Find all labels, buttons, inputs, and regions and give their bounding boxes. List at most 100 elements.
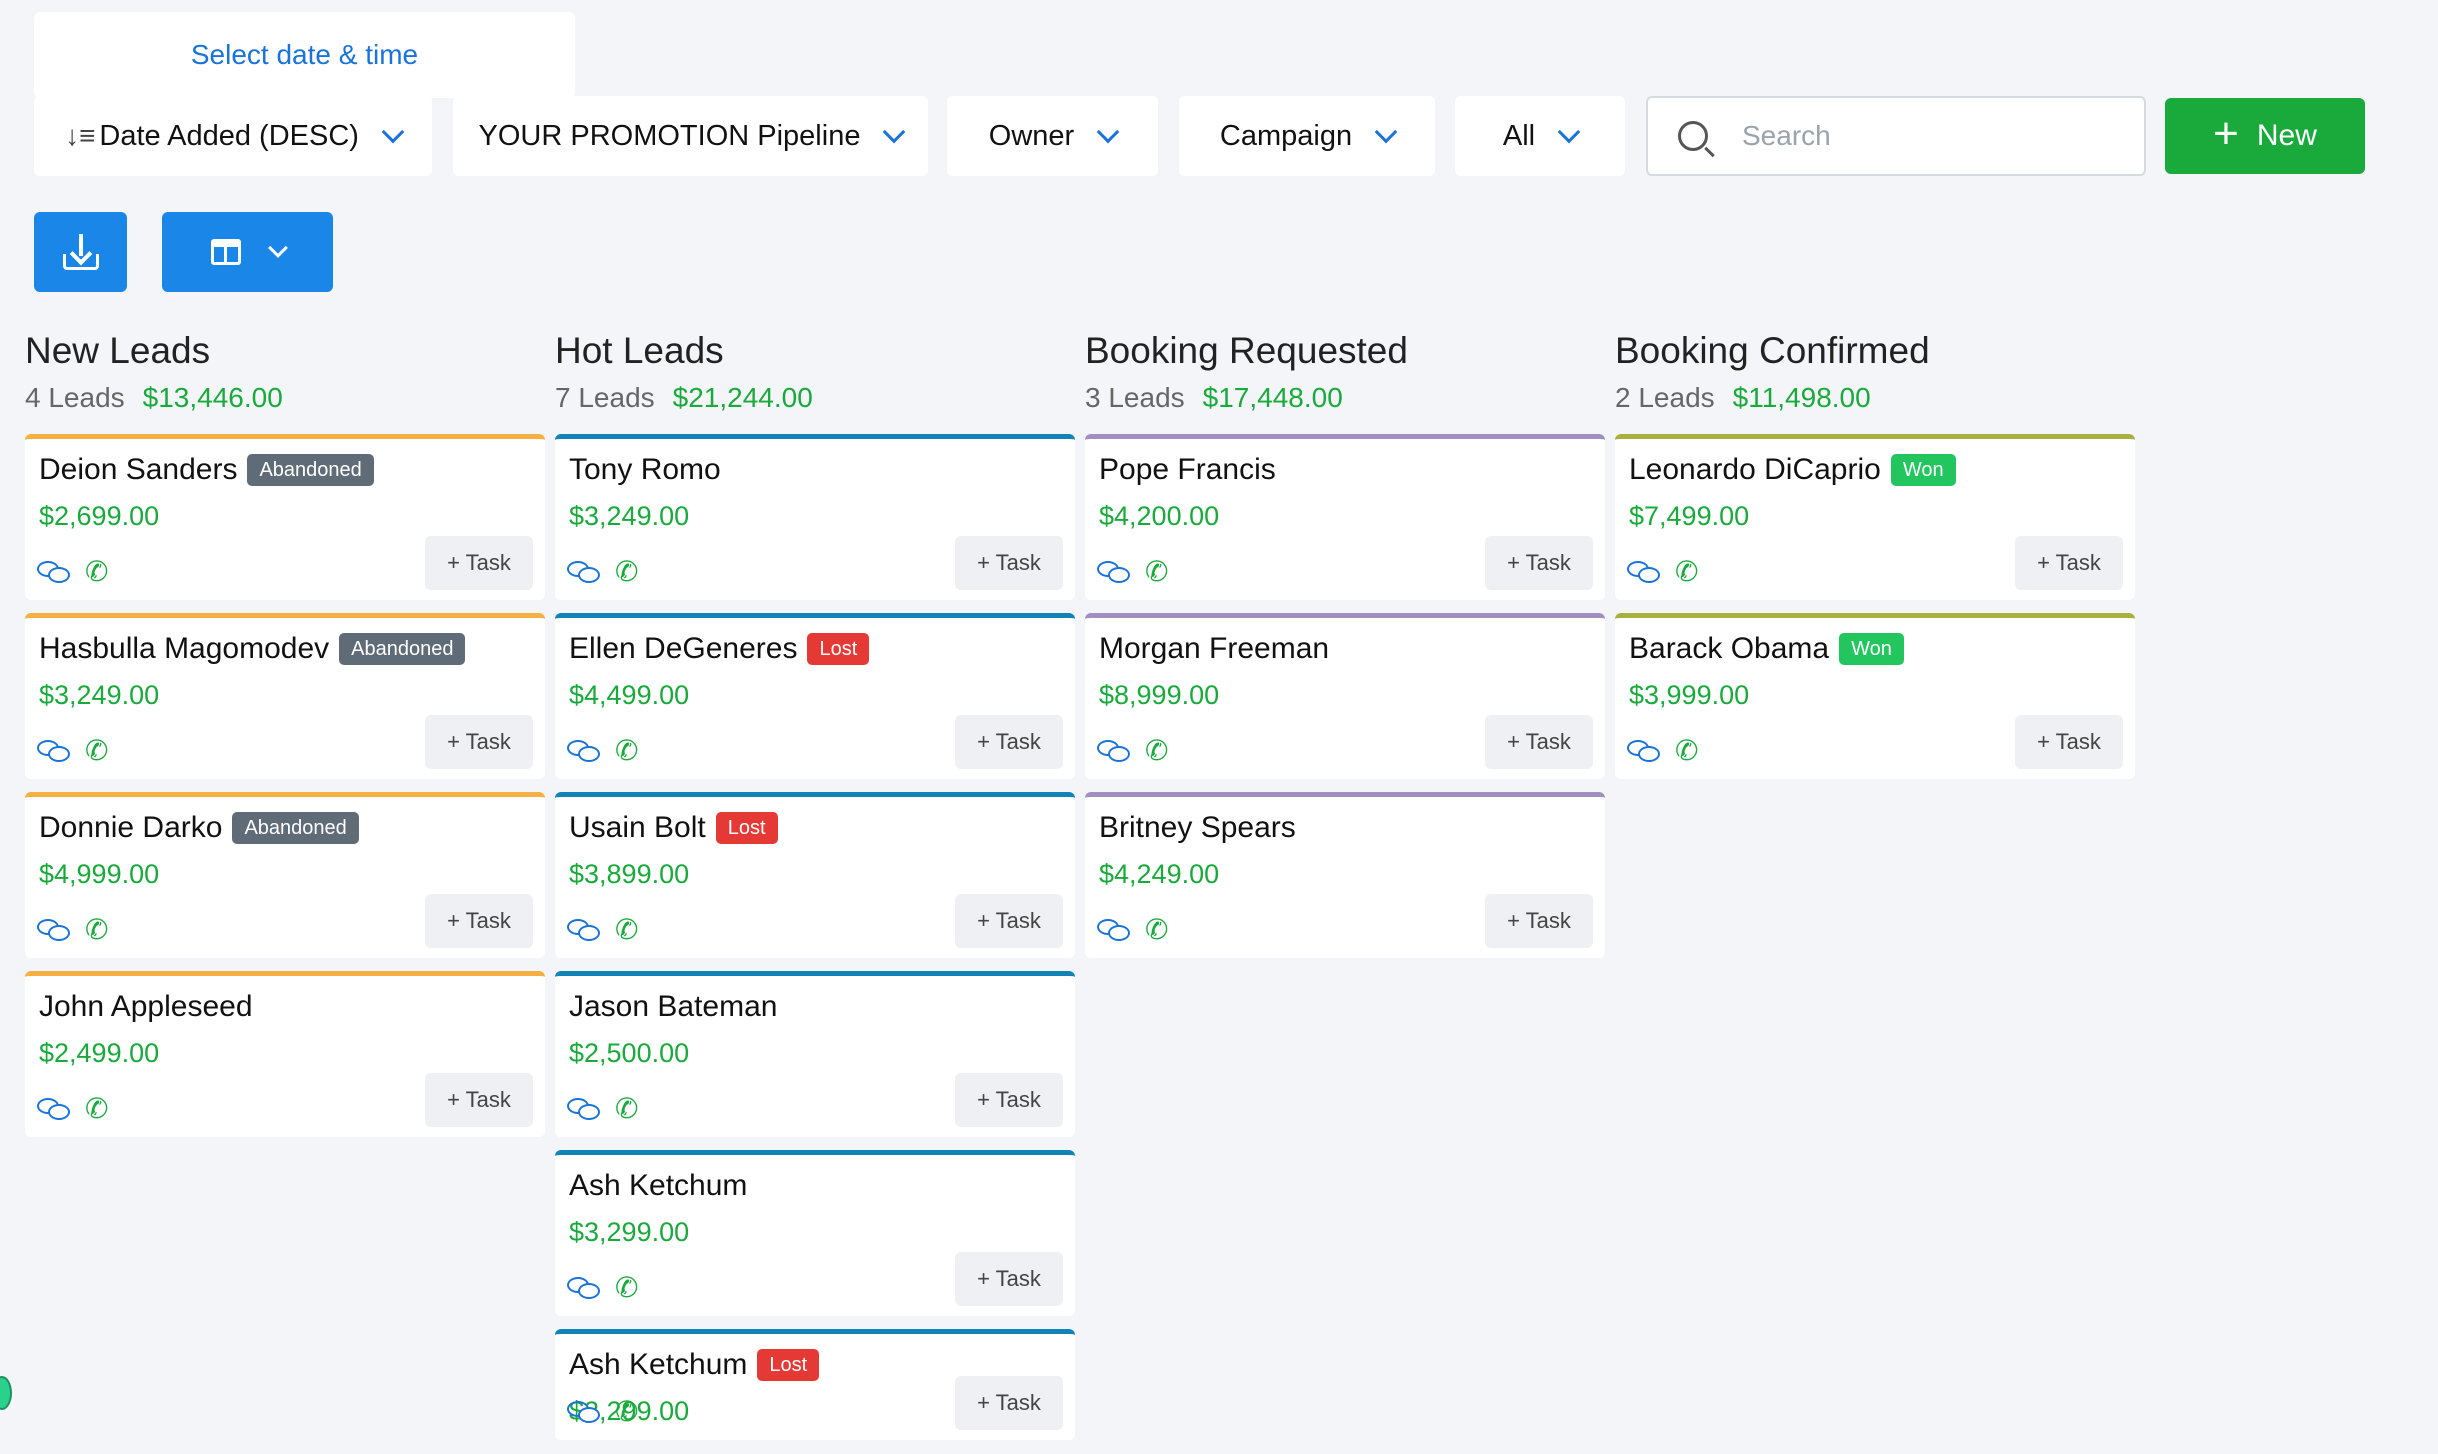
chat-icon[interactable] [567,1096,601,1122]
phone-icon[interactable]: ✆ [85,1093,109,1124]
lead-name[interactable]: Tony Romo [569,453,721,486]
phone-icon[interactable]: ✆ [615,1272,639,1303]
phone-icon[interactable]: ✆ [1145,914,1169,945]
chat-icon[interactable] [567,738,601,764]
add-task-button[interactable]: + Task [425,536,533,590]
phone-icon[interactable]: ✆ [1145,735,1169,766]
phone-icon[interactable]: ✆ [85,914,109,945]
chat-icon[interactable] [1097,559,1131,585]
lead-card[interactable]: Ellen DeGeneres Lost $4,499.00 ✆ + Task [555,613,1075,779]
add-task-button[interactable]: + Task [1485,536,1593,590]
lead-value: $2,699.00 [39,501,160,531]
phone-icon[interactable]: ✆ [1145,556,1169,587]
chat-icon[interactable] [1627,738,1661,764]
date-time-picker[interactable]: Select date & time [34,12,575,98]
phone-icon[interactable]: ✆ [615,914,639,945]
status-badge: Won [1890,454,1956,486]
download-button[interactable] [34,212,127,292]
lead-name[interactable]: Usain Bolt [569,811,706,844]
lead-card[interactable]: John Appleseed $2,499.00 ✆ + Task [25,971,545,1137]
chat-icon[interactable] [567,917,601,943]
add-task-button[interactable]: + Task [425,715,533,769]
phone-icon[interactable]: ✆ [85,735,109,766]
add-task-button[interactable]: + Task [955,894,1063,948]
column-lead-count: 3 Leads [1085,382,1185,413]
phone-icon[interactable]: ✆ [615,556,639,587]
search-box[interactable] [1646,96,2146,176]
add-task-button[interactable]: + Task [955,1073,1063,1127]
lead-card[interactable]: Jason Bateman $2,500.00 ✆ + Task [555,971,1075,1137]
lead-card[interactable]: Britney Spears $4,249.00 ✆ + Task [1085,792,1605,958]
chat-icon[interactable] [567,1399,601,1425]
search-input[interactable] [1742,120,2122,152]
lead-card[interactable]: Deion Sanders Abandoned $2,699.00 ✆ + Task [25,434,545,600]
lead-name[interactable]: Leonardo DiCaprio [1629,453,1881,486]
chat-icon[interactable] [567,1275,601,1301]
lead-card[interactable]: Donnie Darko Abandoned $4,999.00 ✆ + Task [25,792,545,958]
lead-value: $4,200.00 [1099,501,1220,531]
lead-name[interactable]: Jason Bateman [569,990,778,1023]
lead-value: $2,500.00 [569,1038,690,1068]
column-summary: 7 Leads $21,244.00 [555,382,1075,428]
lead-card[interactable]: Barack Obama Won $3,999.00 ✆ + Task [1615,613,2135,779]
lead-name[interactable]: Morgan Freeman [1099,632,1330,665]
lead-name[interactable]: Barack Obama [1629,632,1830,665]
phone-icon[interactable]: ✆ [615,735,639,766]
add-task-button[interactable]: + Task [1485,715,1593,769]
chat-icon[interactable] [37,738,71,764]
add-task-button[interactable]: + Task [955,715,1063,769]
lead-name[interactable]: Ash Ketchum [569,1169,748,1202]
chat-widget-icon[interactable] [0,1376,12,1410]
chat-icon[interactable] [1627,559,1661,585]
phone-icon[interactable]: ✆ [1675,735,1699,766]
lead-name[interactable]: Donnie Darko [39,811,223,844]
column-title: New Leads [25,330,211,371]
column-summary: 2 Leads $11,498.00 [1615,382,2135,428]
lead-name[interactable]: Ash Ketchum [569,1348,748,1381]
campaign-dropdown[interactable]: Campaign [1179,96,1435,176]
owner-dropdown[interactable]: Owner [947,96,1158,176]
status-dropdown[interactable]: All [1455,96,1625,176]
phone-icon[interactable]: ✆ [615,1396,639,1427]
add-task-button[interactable]: + Task [1485,894,1593,948]
lead-name[interactable]: Britney Spears [1099,811,1296,844]
lead-card[interactable]: Ash Ketchum Lost $2,299.00 ✆ + Task [555,1329,1075,1440]
add-task-button[interactable]: + Task [425,894,533,948]
chat-icon[interactable] [1097,738,1131,764]
lead-name[interactable]: Pope Francis [1099,453,1276,486]
lead-card[interactable]: Usain Bolt Lost $3,899.00 ✆ + Task [555,792,1075,958]
add-task-button[interactable]: + Task [955,536,1063,590]
sort-dropdown[interactable]: ↓≡ Date Added (DESC) [34,96,432,176]
add-task-button[interactable]: + Task [2015,715,2123,769]
add-task-button[interactable]: + Task [955,1376,1063,1430]
phone-icon[interactable]: ✆ [85,556,109,587]
view-layout-dropdown[interactable] [162,212,333,292]
chat-icon[interactable] [37,1096,71,1122]
lead-card[interactable]: Leonardo DiCaprio Won $7,499.00 ✆ + Task [1615,434,2135,600]
chat-icon[interactable] [567,559,601,585]
chat-icon[interactable] [37,917,71,943]
add-task-button[interactable]: + Task [955,1252,1063,1306]
add-task-button[interactable]: + Task [425,1073,533,1127]
chat-icon[interactable] [1097,917,1131,943]
column-title: Hot Leads [555,330,724,371]
column-total-amount: $13,446.00 [142,382,283,413]
search-icon [1678,121,1708,151]
lead-card[interactable]: Morgan Freeman $8,999.00 ✆ + Task [1085,613,1605,779]
pipeline-dropdown[interactable]: YOUR PROMOTION Pipeline [453,96,928,176]
add-task-button[interactable]: + Task [2015,536,2123,590]
sort-dropdown-label: Date Added (DESC) [99,119,359,152]
lead-name[interactable]: Ellen DeGeneres [569,632,798,665]
phone-icon[interactable]: ✆ [615,1093,639,1124]
lead-name[interactable]: Hasbulla Magomodev [39,632,330,665]
lead-card[interactable]: Tony Romo $3,249.00 ✆ + Task [555,434,1075,600]
phone-icon[interactable]: ✆ [1675,556,1699,587]
status-badge: Won [1839,633,1904,665]
lead-card[interactable]: Ash Ketchum $3,299.00 ✆ + Task [555,1150,1075,1316]
new-lead-button[interactable]: + New [2165,98,2365,174]
lead-name[interactable]: John Appleseed [39,990,253,1023]
lead-name[interactable]: Deion Sanders [39,453,238,486]
lead-card[interactable]: Pope Francis $4,200.00 ✆ + Task [1085,434,1605,600]
lead-card[interactable]: Hasbulla Magomodev Abandoned $3,249.00 ✆ + T… [25,613,545,779]
chat-icon[interactable] [37,559,71,585]
